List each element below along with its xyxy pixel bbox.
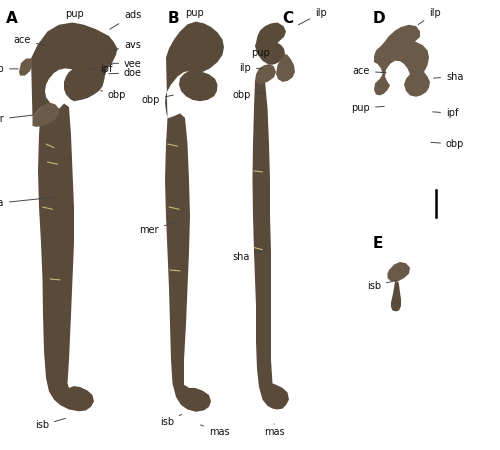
Text: pup: pup bbox=[351, 103, 384, 113]
Text: lar: lar bbox=[0, 114, 33, 124]
Text: mas: mas bbox=[200, 425, 230, 437]
Polygon shape bbox=[391, 281, 401, 311]
Polygon shape bbox=[255, 64, 276, 85]
Polygon shape bbox=[38, 103, 94, 411]
Text: C: C bbox=[282, 11, 294, 26]
Text: ilp: ilp bbox=[298, 8, 327, 25]
Text: vee: vee bbox=[109, 59, 142, 69]
Text: mer: mer bbox=[140, 221, 178, 235]
Text: obp: obp bbox=[142, 95, 174, 105]
Text: avs: avs bbox=[108, 40, 141, 51]
Text: ace: ace bbox=[14, 35, 46, 46]
Text: B: B bbox=[168, 11, 179, 26]
Text: ilp: ilp bbox=[418, 8, 441, 24]
Polygon shape bbox=[276, 54, 295, 82]
Text: mas: mas bbox=[264, 424, 284, 437]
Text: pup: pup bbox=[186, 8, 204, 26]
Text: A: A bbox=[6, 11, 18, 26]
Text: isb: isb bbox=[35, 418, 66, 430]
Text: ipf: ipf bbox=[87, 64, 112, 74]
Text: ilp: ilp bbox=[0, 64, 18, 74]
Text: doe: doe bbox=[109, 68, 142, 78]
Polygon shape bbox=[32, 103, 59, 127]
Polygon shape bbox=[374, 25, 430, 97]
Text: obp: obp bbox=[100, 90, 126, 99]
Text: ads: ads bbox=[110, 10, 142, 29]
Polygon shape bbox=[388, 262, 410, 281]
Polygon shape bbox=[165, 113, 211, 412]
Polygon shape bbox=[19, 58, 32, 76]
Text: sha: sha bbox=[434, 72, 464, 81]
Text: obp: obp bbox=[431, 139, 464, 149]
Text: D: D bbox=[372, 11, 385, 26]
Text: pup: pup bbox=[64, 9, 84, 27]
Text: isb: isb bbox=[367, 280, 396, 291]
Text: ace: ace bbox=[352, 66, 386, 76]
Text: ilp: ilp bbox=[240, 63, 262, 73]
Text: pup: pup bbox=[252, 48, 276, 58]
Text: isb: isb bbox=[160, 414, 182, 427]
Polygon shape bbox=[31, 22, 118, 118]
Text: sha: sha bbox=[0, 198, 53, 208]
Polygon shape bbox=[255, 22, 286, 65]
Polygon shape bbox=[252, 80, 289, 410]
Text: sha: sha bbox=[232, 249, 266, 262]
Text: E: E bbox=[372, 236, 383, 251]
Text: ipf: ipf bbox=[433, 108, 458, 118]
Polygon shape bbox=[165, 22, 224, 118]
Text: obp: obp bbox=[232, 90, 262, 100]
